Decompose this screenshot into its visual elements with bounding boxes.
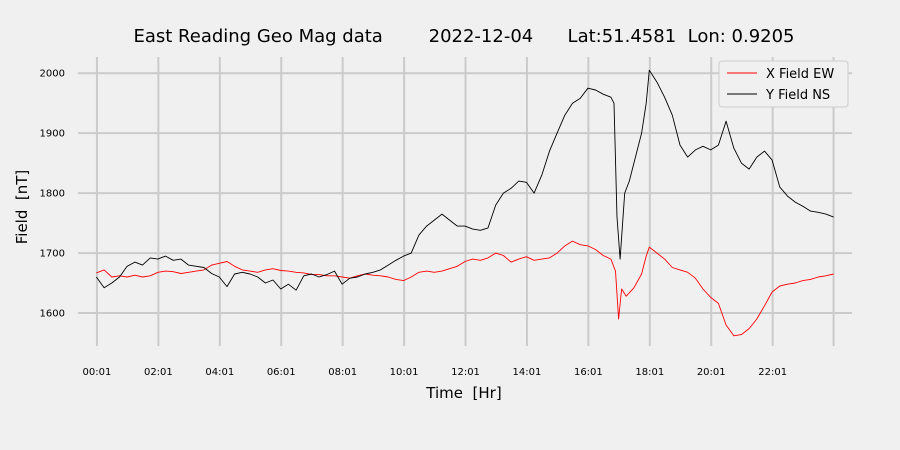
series-line-y-field-ns — [96, 69, 834, 291]
x-tick-label: 14:01 — [513, 367, 542, 378]
y-tick-label: 1600 — [40, 309, 65, 320]
x-tick-label: 00:01 — [83, 367, 112, 378]
y-tick-label: 1800 — [40, 189, 65, 200]
legend-label-y-field: Y Field NS — [765, 88, 830, 103]
x-tick-label: 16:01 — [574, 367, 603, 378]
y-tick-label: 1900 — [40, 129, 65, 140]
x-tick-label: 04:01 — [205, 367, 234, 378]
x-tick-label: 10:01 — [390, 367, 419, 378]
x-tick-label: 20:01 — [697, 367, 726, 378]
y-axis-label: Field [nT] — [13, 170, 31, 245]
x-tick-label: 06:01 — [267, 367, 296, 378]
legend: X Field EW Y Field NS — [718, 60, 849, 108]
x-axis-label: Time [Hr] — [425, 384, 501, 402]
chart-title: East Reading Geo Mag data 2022-12-04 Lat… — [133, 26, 794, 47]
series-layer — [96, 69, 834, 337]
y-tick-label: 2000 — [40, 69, 65, 80]
series-line-x-field-ew — [96, 240, 834, 337]
ticks-layer: 00:01 02:01 04:01 06:01 08:01 10:01 12:01 14:01… — [40, 69, 788, 378]
x-tick-label: 12:01 — [451, 367, 480, 378]
x-tick-label: 08:01 — [328, 367, 357, 378]
legend-label-x-field: X Field EW — [766, 67, 834, 82]
x-tick-label: 22:01 — [758, 367, 787, 378]
y-tick-label: 1700 — [40, 249, 65, 260]
x-tick-label: 02:01 — [144, 367, 173, 378]
x-tick-label: 18:01 — [635, 367, 664, 378]
